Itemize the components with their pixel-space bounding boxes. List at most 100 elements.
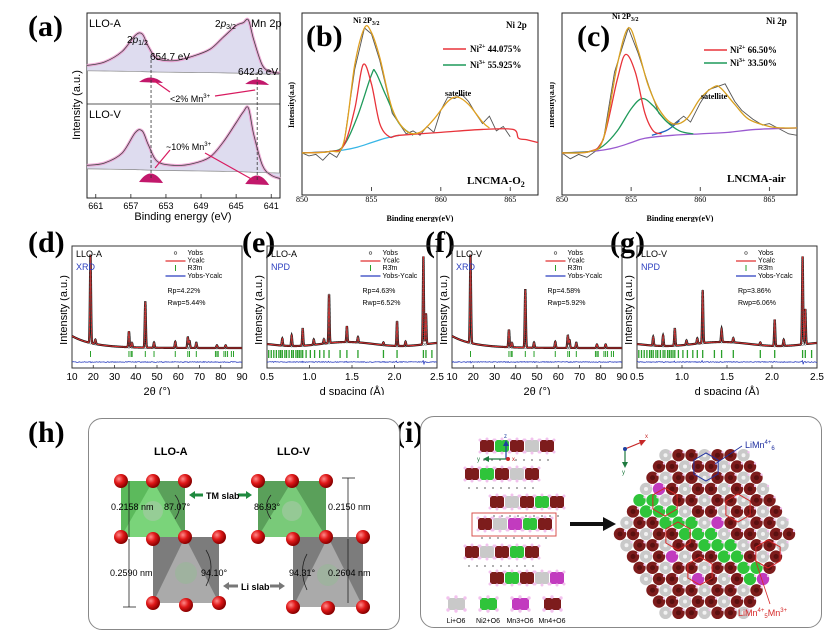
x-tick-label: 850 [556,195,568,204]
octahedron-ni [510,546,524,558]
mn-center [657,577,662,582]
mn-center [650,588,655,593]
oxygen-atom [760,474,762,476]
oxygen-atom [541,570,544,573]
legend-label-ni3-c: Ni3+ 33.50% [730,58,777,68]
legend-label: R3̄m [383,265,398,272]
oxygen-atom [760,496,762,498]
legend-octahedron-mn4 [544,598,561,610]
octahedron-mn4 [490,496,504,508]
oxygen-atom [496,584,499,587]
ni-site [744,573,756,585]
oxygen-atom [695,609,697,611]
rwp-stat: Rwp=5.92% [548,300,586,307]
oxygen-atom [496,570,499,573]
li-atom [521,537,523,539]
oxygen-atom [504,495,507,498]
oxygen-atom [695,519,697,521]
oxygen-atom [773,519,775,521]
oxygen-atom [669,451,671,453]
plot-frame [267,246,437,368]
oxygen-atom [538,467,541,470]
oxygen-atom [477,517,480,520]
oxygen-atom [510,596,513,599]
oxygen-atom [479,439,482,442]
oxygen-atom [563,495,566,498]
difference-series [267,361,437,365]
mn-center [637,565,642,570]
oxygen-atom [463,596,466,599]
oxygen-atom [212,596,226,610]
x-tick-label: 2.0 [388,372,402,383]
ni-site [718,550,730,562]
li-atom [557,515,559,517]
octahedron-ni [523,518,537,530]
mn-center [715,498,720,503]
series-ni3plus [302,70,413,153]
mn3-component [139,173,163,183]
oxygen-atom [286,532,300,546]
llo-a-title: LLO-A [154,446,188,458]
oxygen-atom [519,495,522,498]
oxygen-atom [495,596,498,599]
li-atom [513,537,515,539]
oxygen-atom [656,519,658,521]
li-atom [545,537,547,539]
mn-center [709,464,714,469]
mn-center [728,520,733,525]
ni-site [633,494,645,506]
mn-center [650,543,655,548]
x-tick-label: 50 [151,372,163,383]
oxygen-atom [478,596,481,599]
oxygen-atom [728,530,730,532]
oxygen-atom [643,519,645,521]
llo-a-tm-angle: 87.07° [164,502,191,512]
li-center [761,509,765,513]
oxygen-atom [527,608,530,611]
ylabel-b: Intensity(a.u) [287,82,296,128]
oxygen-atom [563,571,566,574]
oxygen-atom [721,609,723,611]
mn-center [689,453,694,458]
li-atom [547,459,549,461]
oxygen-atom [663,575,665,577]
li-atom [508,565,510,567]
oxygen-atom [486,595,489,598]
ylabel-a: Intensity (a.u.) [71,70,83,140]
mn-center [735,532,740,537]
oxygen-atom [494,439,497,442]
oxygen-atom [541,508,544,511]
oxygen-atom [643,564,645,566]
oxygen-atom [479,479,482,482]
x-tick-label: 30 [489,372,501,383]
ycalc-series [267,256,437,346]
sample-label-b: LNCMA-O2 [467,175,525,189]
mn-center [696,599,701,604]
oxygen-atom [479,557,482,560]
oxygen-atom [539,451,542,454]
oxygen-atom [656,474,658,476]
arrow-right [570,517,616,531]
ni-site [724,539,736,551]
legend-label: Li+O6 [447,618,466,625]
oxygen-atom [741,462,743,464]
oxygen-atom [669,519,671,521]
oxygen-atom [708,519,710,521]
oxygen-atom [650,552,652,554]
oxygen-atom [728,575,730,577]
octahedron-mn4 [478,518,492,530]
x-axis-label: 2θ (°) [143,386,170,395]
sample-label: LLO-A [76,249,102,259]
mn-center [676,453,681,458]
method-label: XRD [456,262,476,272]
oxygen-atom [489,507,492,510]
x-tick-label: 20 [88,372,100,383]
oxygen-atom [537,517,540,520]
li-center [664,476,668,480]
mn-center [670,599,675,604]
oxygen-atom [542,596,545,599]
oxygen-atom [446,608,449,611]
mn-center [696,486,701,491]
legend-label-ni2-c: Ni2+ 66.50% [730,45,777,55]
panel-h-diagram: LLO-A LLO-V 0.2158 nm 87.07° 0.2590 n [88,418,400,630]
